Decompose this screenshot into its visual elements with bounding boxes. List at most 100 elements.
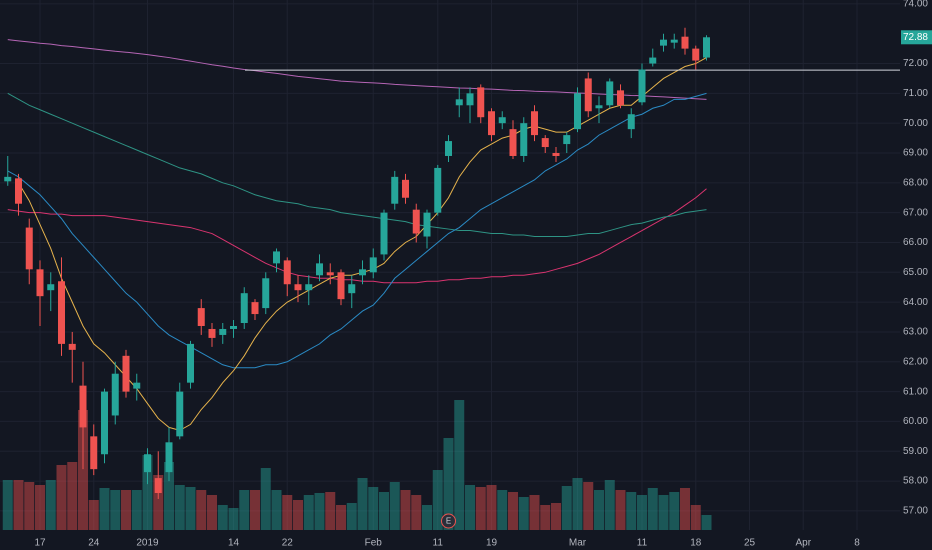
volume-bar <box>357 478 368 530</box>
y-tick-label: 62.00 <box>903 356 928 367</box>
x-tick-label: 25 <box>744 538 756 549</box>
x-tick-label: 8 <box>854 538 860 549</box>
volume-bar <box>346 503 357 530</box>
volume-bar <box>669 492 680 530</box>
candle-body <box>617 90 624 106</box>
y-tick-label: 58.00 <box>903 476 928 487</box>
volume-bar <box>701 515 712 530</box>
volume-bar <box>207 495 217 530</box>
volume-bar <box>2 480 13 530</box>
y-tick-label: 64.00 <box>903 297 928 308</box>
volume-bar <box>67 462 78 530</box>
volume-bar <box>217 505 228 530</box>
candle-body <box>509 129 517 156</box>
volume-bar <box>368 487 379 530</box>
volume-bar <box>110 490 121 530</box>
volume-bar <box>35 485 45 530</box>
x-tick-label: 22 <box>282 538 294 549</box>
candle-body <box>305 284 313 291</box>
candle-body <box>154 478 162 494</box>
y-tick-label: 71.00 <box>903 88 928 99</box>
x-tick-label: 2019 <box>136 538 159 549</box>
volume-layer <box>2 400 712 530</box>
moving-average-line <box>7 92 707 238</box>
volume-bar <box>250 490 260 530</box>
volume-bar <box>422 505 432 530</box>
candle-body <box>316 263 323 276</box>
candle-body <box>595 105 603 109</box>
candle-body <box>574 93 581 130</box>
candle-body <box>58 281 65 344</box>
volume-bar <box>572 478 583 530</box>
x-tick-label: 14 <box>228 538 240 549</box>
volume-bar <box>540 505 551 530</box>
candle-body <box>25 227 33 270</box>
candle-body <box>262 278 270 309</box>
candle-body <box>402 179 409 198</box>
candle-body <box>649 57 657 64</box>
volume-bar <box>497 490 508 530</box>
candle-body <box>541 138 549 148</box>
candle-body <box>197 308 205 326</box>
volume-bar <box>121 490 131 530</box>
axes: 57.00 58.00 59.00 60.00 61.00 62.00 63.00 64.00… <box>34 0 932 549</box>
candle-body <box>498 117 506 124</box>
candle-body <box>273 251 280 264</box>
candle-body <box>423 212 431 237</box>
candle-body <box>133 382 141 389</box>
volume-bar <box>647 488 658 530</box>
candle-body <box>520 123 528 156</box>
volume-bar <box>164 462 174 530</box>
candle-body <box>230 325 237 329</box>
volume-bar <box>561 486 572 530</box>
volume-bar <box>615 490 626 530</box>
y-tick-label: 66.00 <box>903 237 928 248</box>
volume-bar <box>465 485 475 530</box>
x-tick-label: 11 <box>637 538 648 549</box>
candle-body <box>380 212 388 255</box>
candle-body <box>36 269 44 297</box>
candle-body <box>488 111 495 136</box>
candle-body <box>455 99 463 106</box>
x-tick-label: 18 <box>690 538 702 549</box>
volume-bar <box>637 495 647 530</box>
candle-body <box>176 391 184 437</box>
x-tick-label: 19 <box>486 538 498 549</box>
y-tick-label: 69.00 <box>903 148 928 159</box>
candle-body <box>391 176 399 204</box>
candle-body <box>412 209 420 234</box>
volume-bar <box>174 485 185 530</box>
volume-bar <box>153 475 164 530</box>
candle-body <box>208 328 216 338</box>
earnings-marker-label: E <box>446 517 451 526</box>
candle-body <box>477 87 485 118</box>
last-price-box <box>901 30 932 45</box>
volume-bar <box>604 480 615 530</box>
candle-body <box>47 284 55 291</box>
earnings-marker <box>441 513 456 529</box>
candle-body <box>240 293 248 324</box>
volume-bar <box>99 488 110 530</box>
candle-body <box>369 257 377 273</box>
candle-body <box>294 284 302 291</box>
y-tick-label: 70.00 <box>903 118 928 129</box>
volume-bar <box>411 495 422 530</box>
last-price-label: 72.88 <box>903 32 928 43</box>
volume-bar <box>658 495 669 530</box>
volume-bar <box>626 492 637 530</box>
volume-bar <box>24 482 35 530</box>
volume-bar <box>271 490 282 530</box>
volume-bar <box>508 492 518 530</box>
volume-bar <box>551 503 561 530</box>
candle-body <box>101 391 108 455</box>
volume-bar <box>13 480 24 530</box>
moving-average-line <box>7 188 707 284</box>
candle-body <box>660 39 667 46</box>
volume-bar <box>518 497 529 530</box>
candle-body <box>4 176 12 182</box>
candle-body <box>638 69 646 103</box>
volume-bar <box>379 492 389 530</box>
volume-bar <box>486 485 497 530</box>
